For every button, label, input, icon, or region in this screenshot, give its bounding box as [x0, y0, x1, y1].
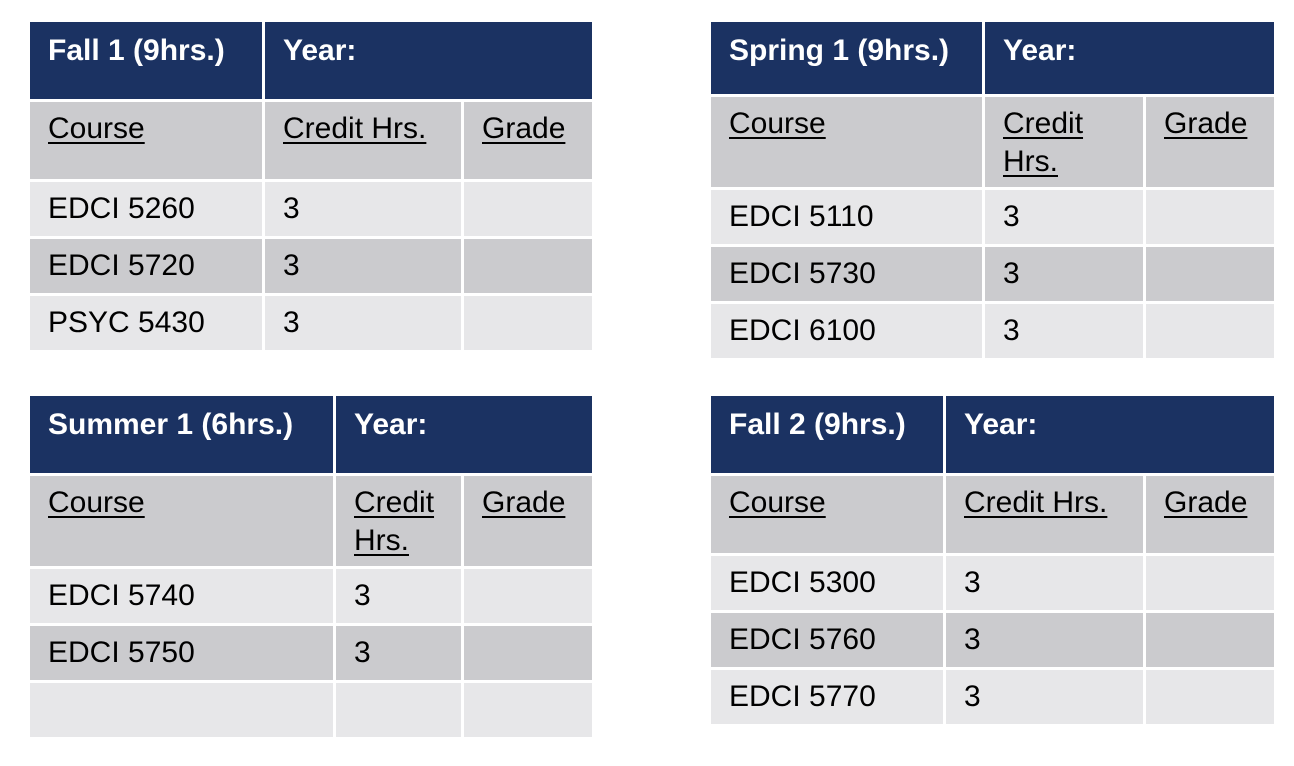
course-cell: [30, 683, 333, 737]
column-header-grade: Grade: [464, 102, 592, 179]
credit-cell: 3: [265, 182, 461, 236]
credit-cell: 3: [265, 239, 461, 293]
credit-cell: 3: [985, 304, 1143, 358]
term-title: Fall 2 (9hrs.): [711, 396, 943, 473]
column-header-course: Course: [30, 476, 333, 566]
course-cell: EDCI 5760: [711, 613, 943, 667]
course-cell: EDCI 6100: [711, 304, 982, 358]
grade-cell: [464, 626, 592, 680]
year-label: Year:: [336, 396, 592, 473]
grade-cell: [1146, 190, 1274, 244]
grade-cell: [1146, 247, 1274, 301]
course-cell: EDCI 5740: [30, 569, 333, 623]
grade-cell: [1146, 556, 1274, 610]
credit-cell: 3: [265, 296, 461, 350]
year-label: Year:: [265, 22, 592, 99]
term-title: Fall 1 (9hrs.): [30, 22, 262, 99]
column-header-course: Course: [711, 476, 943, 553]
credit-cell: 3: [946, 670, 1143, 724]
column-header-grade: Grade: [464, 476, 592, 566]
course-cell: EDCI 5260: [30, 182, 262, 236]
column-header-grade: Grade: [1146, 97, 1274, 187]
course-cell: PSYC 5430: [30, 296, 262, 350]
term-table-fall-2: Fall 2 (9hrs.) Year: Course Credit Hrs. …: [711, 396, 1274, 724]
column-header-credit-hrs: Credit Hrs.: [946, 476, 1143, 553]
grade-cell: [464, 296, 592, 350]
grade-cell: [1146, 670, 1274, 724]
term-title: Summer 1 (6hrs.): [30, 396, 333, 473]
column-header-credit-hrs: Credit Hrs.: [265, 102, 461, 179]
grade-cell: [464, 182, 592, 236]
credit-cell: 3: [336, 626, 461, 680]
grade-cell: [1146, 613, 1274, 667]
credit-cell: 3: [946, 556, 1143, 610]
column-header-credit-hrs: Credit Hrs.: [336, 476, 461, 566]
credit-cell: 3: [985, 247, 1143, 301]
term-table-fall-1: Fall 1 (9hrs.) Year: Course Credit Hrs. …: [30, 22, 592, 350]
course-cell: EDCI 5750: [30, 626, 333, 680]
credit-cell: 3: [985, 190, 1143, 244]
term-table-spring-1: Spring 1 (9hrs.) Year: Course Credit Hrs…: [711, 22, 1274, 358]
course-cell: EDCI 5300: [711, 556, 943, 610]
column-header-credit-hrs: Credit Hrs.: [985, 97, 1143, 187]
column-header-grade: Grade: [1146, 476, 1274, 553]
grade-cell: [464, 569, 592, 623]
column-header-course: Course: [30, 102, 262, 179]
credit-cell: 3: [336, 569, 461, 623]
course-cell: EDCI 5720: [30, 239, 262, 293]
year-label: Year:: [985, 22, 1274, 94]
course-cell: EDCI 5730: [711, 247, 982, 301]
course-cell: EDCI 5110: [711, 190, 982, 244]
course-cell: EDCI 5770: [711, 670, 943, 724]
term-table-summer-1: Summer 1 (6hrs.) Year: Course Credit Hrs…: [30, 396, 592, 737]
grade-cell: [464, 239, 592, 293]
grade-cell: [464, 683, 592, 737]
credit-cell: [336, 683, 461, 737]
term-title: Spring 1 (9hrs.): [711, 22, 982, 94]
grade-cell: [1146, 304, 1274, 358]
column-header-course: Course: [711, 97, 982, 187]
credit-cell: 3: [946, 613, 1143, 667]
year-label: Year:: [946, 396, 1274, 473]
